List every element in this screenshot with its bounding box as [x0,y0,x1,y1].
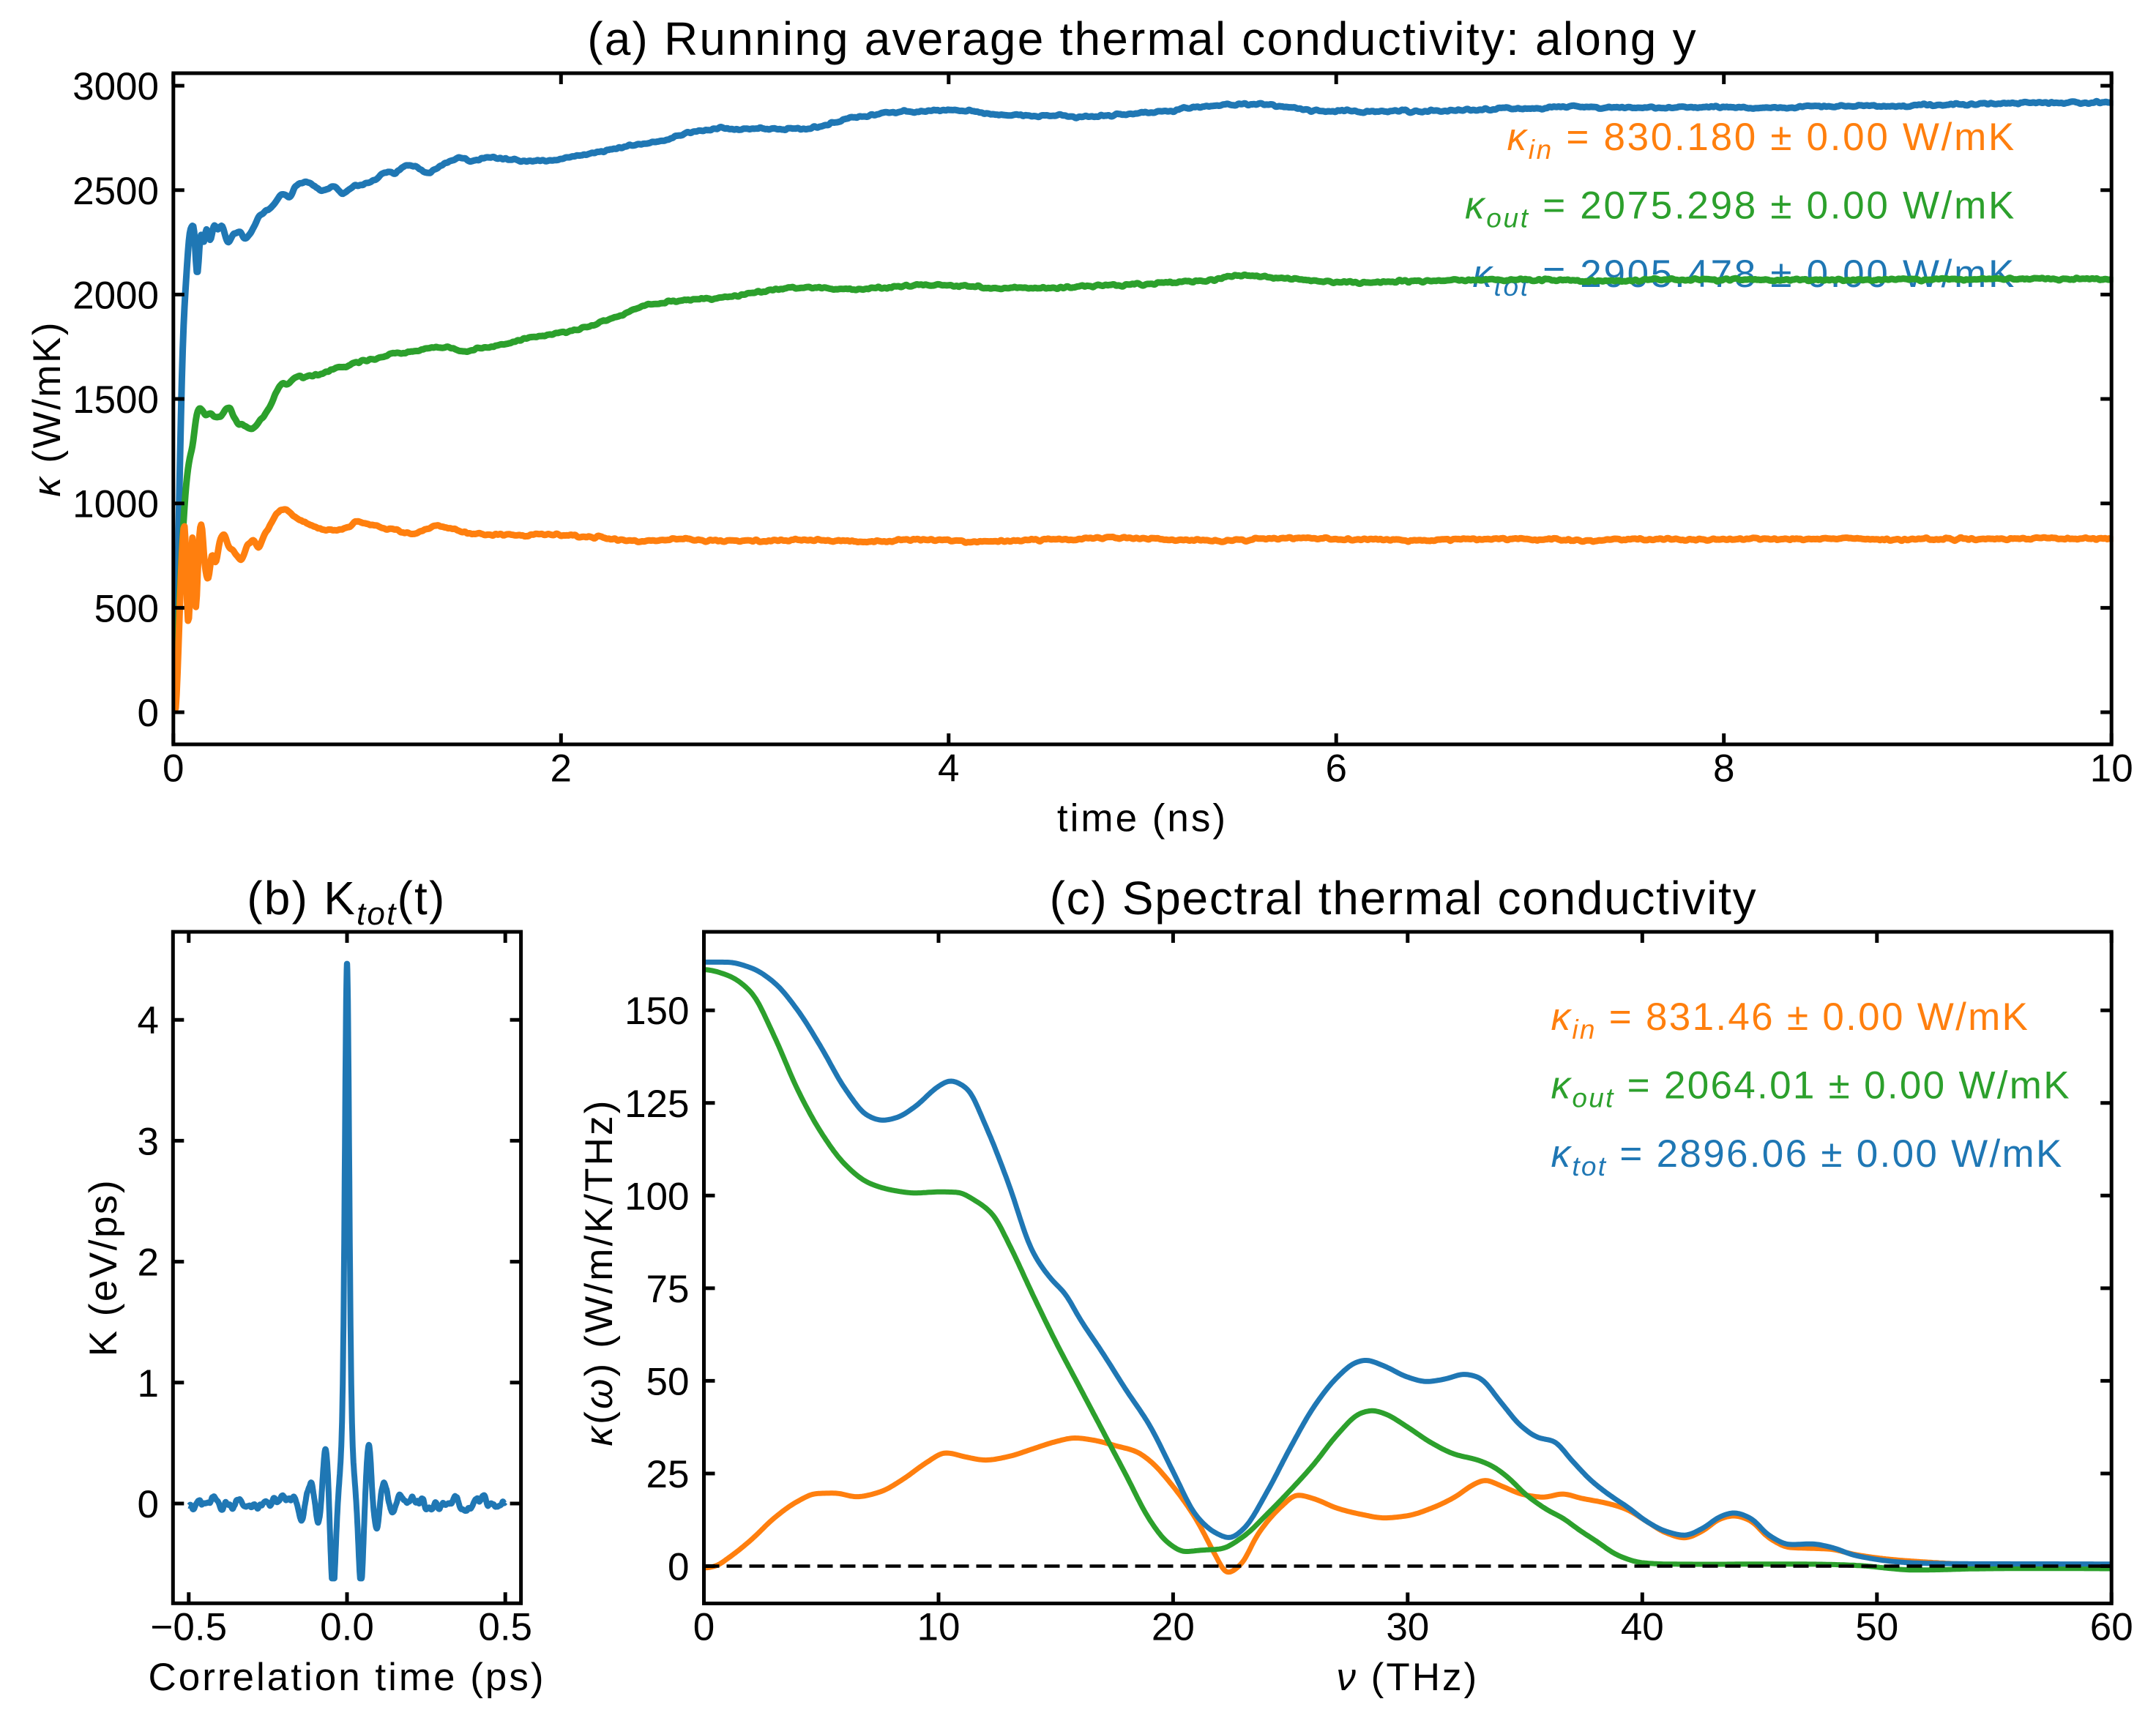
svg-text:25: 25 [646,1453,690,1496]
svg-text:3000: 3000 [72,65,159,108]
svg-text:0: 0 [138,1483,159,1526]
svg-text:κtot = 2905.478 ± 0.00 W/mK: κtot = 2905.478 ± 0.00 W/mK [1472,253,2016,302]
svg-text:75: 75 [646,1268,690,1311]
svg-text:0.5: 0.5 [478,1606,532,1649]
svg-text:150: 150 [624,990,689,1033]
svg-text:30: 30 [1386,1606,1429,1649]
svg-text:0: 0 [138,692,159,735]
svg-text:0: 0 [693,1606,715,1649]
svg-text:κout = 2075.298 ± 0.00 W/mK: κout = 2075.298 ± 0.00 W/mK [1465,184,2016,234]
svg-text:0.0: 0.0 [320,1606,374,1649]
svg-text:κin = 830.180 ± 0.00 W/mK: κin = 830.180 ± 0.00 W/mK [1507,116,2016,165]
svg-text:0: 0 [668,1546,689,1589]
svg-text:1500: 1500 [72,378,159,422]
svg-text:1000: 1000 [72,483,159,526]
svg-text:(b) Ktot(t): (b) Ktot(t) [247,872,446,932]
svg-text:100: 100 [624,1175,689,1218]
svg-text:K (eV/ps): K (eV/ps) [82,1179,125,1356]
svg-text:50: 50 [646,1360,690,1403]
svg-text:(a) Running average thermal co: (a) Running average thermal conductivity… [587,12,1698,65]
svg-text:κ(ω) (W/m/K/THz): κ(ω) (W/m/K/THz) [578,1098,621,1446]
svg-text:60: 60 [2090,1606,2133,1649]
svg-text:20: 20 [1152,1606,1195,1649]
svg-text:κin = 831.46 ± 0.00 W/mK: κin = 831.46 ± 0.00 W/mK [1551,996,2030,1045]
svg-text:−0.5: −0.5 [150,1606,227,1649]
svg-text:10: 10 [2090,747,2133,790]
svg-text:50: 50 [1855,1606,1898,1649]
svg-text:2000: 2000 [72,274,159,317]
svg-text:2500: 2500 [72,170,159,213]
svg-text:3: 3 [138,1120,159,1163]
svg-text:Correlation time (ps): Correlation time (ps) [148,1656,545,1699]
svg-text:time (ns): time (ns) [1057,797,1228,840]
svg-text:κout = 2064.01 ± 0.00 W/mK: κout = 2064.01 ± 0.00 W/mK [1551,1064,2071,1113]
svg-text:0: 0 [163,747,184,790]
svg-text:ν (THz): ν (THz) [1336,1656,1479,1699]
svg-text:1: 1 [138,1362,159,1405]
svg-text:4: 4 [938,747,959,790]
svg-text:8: 8 [1713,747,1734,790]
svg-text:500: 500 [94,587,159,630]
svg-text:125: 125 [624,1083,689,1126]
svg-text:κ (W/mK): κ (W/mK) [26,321,69,497]
svg-text:(c) Spectral thermal conductiv: (c) Spectral thermal conductivity [1050,872,1758,925]
svg-text:40: 40 [1621,1606,1664,1649]
svg-text:κtot = 2896.06 ± 0.00 W/mK: κtot = 2896.06 ± 0.00 W/mK [1551,1132,2064,1181]
svg-text:2: 2 [551,747,572,790]
svg-text:10: 10 [917,1606,960,1649]
svg-text:6: 6 [1325,747,1346,790]
svg-text:4: 4 [138,999,159,1042]
svg-text:2: 2 [138,1241,159,1285]
